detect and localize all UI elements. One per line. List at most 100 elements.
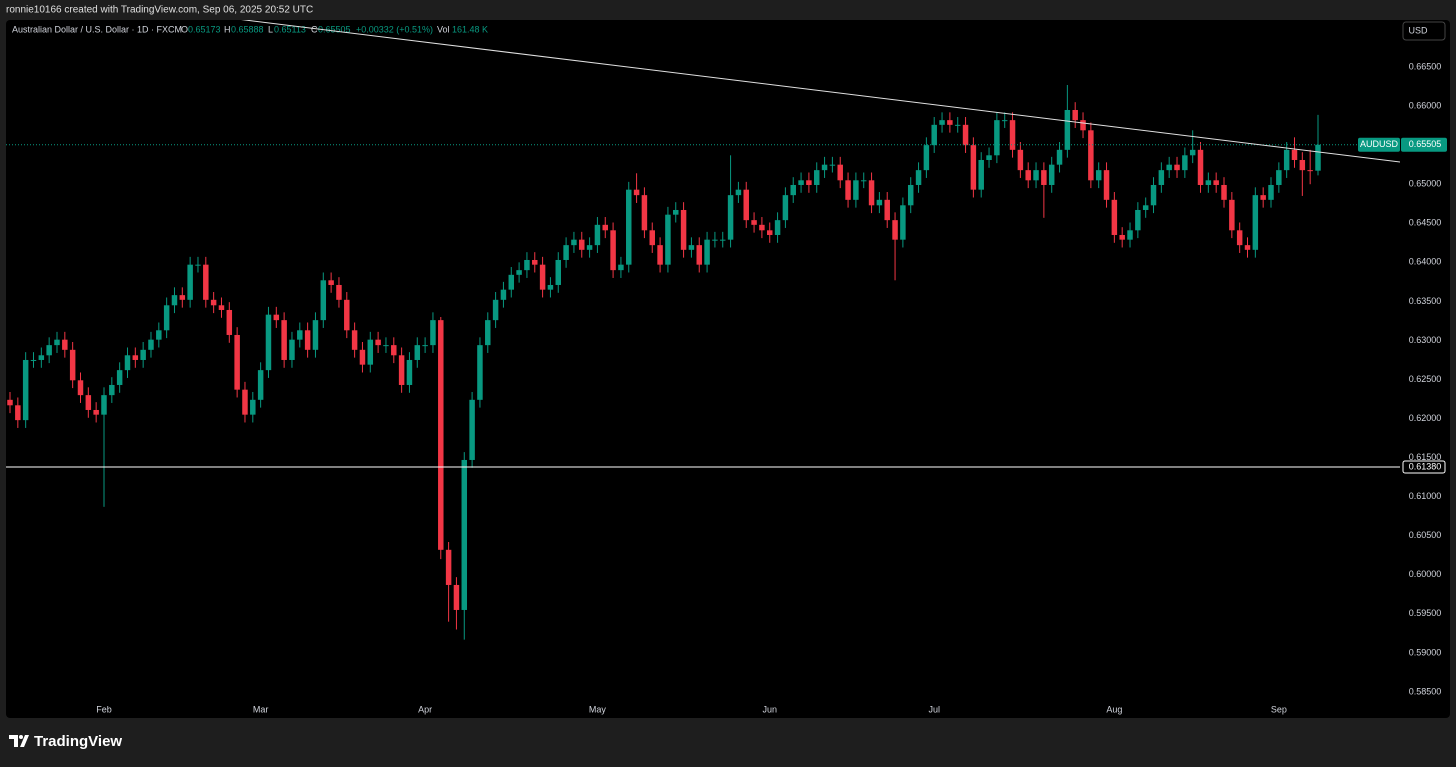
candle-body [1205, 180, 1212, 185]
candle-body [336, 284, 342, 300]
symbol-label: AUDUSD [1360, 139, 1399, 149]
candle-body [289, 339, 295, 360]
candle-body [759, 224, 765, 231]
candle-body [555, 259, 562, 285]
candle-body [798, 180, 804, 185]
currency-button[interactable] [1402, 21, 1446, 41]
candle-body [1072, 109, 1078, 121]
y-tick-label: 0.63000 [1409, 335, 1442, 345]
candle-body [445, 549, 452, 585]
candle-body [806, 180, 812, 185]
y-tick-label: 0.64500 [1409, 218, 1442, 228]
y-tick-label: 0.64000 [1409, 257, 1442, 267]
candle-body [978, 159, 984, 190]
candle-body [406, 359, 413, 385]
candle-body [524, 259, 530, 271]
volume-value: 161.48 K [452, 24, 488, 34]
close-label: C [311, 24, 318, 34]
candle-body [203, 264, 209, 300]
candle-body [15, 405, 21, 421]
candle-body [688, 245, 695, 250]
candle-body [970, 145, 977, 190]
candle-body [641, 195, 648, 231]
candle-body [547, 284, 554, 290]
candle-body [195, 264, 201, 266]
x-tick-label: May [589, 704, 607, 714]
candle-body [586, 245, 593, 250]
candle-body [171, 295, 178, 306]
candle-body [1009, 120, 1016, 150]
candle-body [187, 264, 193, 300]
y-tick-label: 0.62000 [1409, 413, 1442, 423]
candle-body [297, 330, 303, 340]
candle-body [790, 184, 796, 196]
x-tick-label: Sep [1271, 704, 1287, 714]
candle-body [156, 330, 162, 340]
candle-body [234, 334, 240, 390]
candle-body [116, 370, 123, 385]
candle-body [1025, 170, 1031, 181]
candle-body [242, 389, 248, 415]
x-tick-label: Jun [762, 704, 777, 714]
plot-area [6, 84, 1400, 640]
candle-body [461, 459, 468, 610]
candle-body [1189, 149, 1196, 156]
candle-body [500, 289, 507, 300]
candle-body [571, 239, 577, 246]
candle-body [649, 230, 655, 246]
candle-body [320, 280, 327, 321]
candle-body [367, 339, 374, 365]
currency-label[interactable]: USD [1408, 25, 1428, 35]
candle-body [218, 305, 225, 310]
candle-body [359, 349, 366, 365]
candle-body [954, 124, 961, 126]
candle-body [312, 320, 319, 350]
candle-body [829, 164, 836, 166]
candle-body [1307, 170, 1313, 172]
candle-body [657, 245, 663, 265]
candle-body [485, 320, 491, 346]
candle-body [673, 209, 679, 215]
candle-body [853, 180, 859, 200]
candle-body [720, 239, 726, 241]
trendline [241, 20, 1400, 163]
candle-body [1127, 230, 1133, 240]
candle-body [1197, 149, 1204, 185]
level-label: 0.61380 [1409, 461, 1442, 471]
candle-body [610, 230, 616, 271]
candle-body [124, 355, 131, 371]
candle-body [1236, 230, 1243, 246]
candle-body [477, 345, 483, 400]
candle-body [680, 209, 687, 250]
candle-body [900, 205, 906, 240]
candle-body [101, 395, 107, 415]
candle-body [931, 124, 937, 146]
candle-body [344, 299, 350, 331]
candle-body [618, 264, 624, 271]
candle-body [939, 120, 945, 125]
candle-body [947, 120, 953, 125]
x-tick-label: Mar [253, 704, 269, 714]
brand-logo-dot [19, 735, 23, 739]
candle-body [304, 330, 311, 350]
candle-body [782, 195, 789, 221]
candle-body [1299, 159, 1306, 171]
candle-body [132, 355, 139, 360]
candle-body [1213, 180, 1219, 185]
candle-body [77, 380, 84, 396]
candle-body [46, 345, 52, 356]
y-tick-label: 0.60500 [1409, 530, 1442, 540]
candle-body [1095, 170, 1102, 181]
candle-body [1291, 149, 1298, 160]
candle-body [563, 245, 569, 260]
candle-body [469, 399, 475, 460]
candle-body [845, 180, 851, 200]
y-tick-label: 0.61500 [1409, 452, 1442, 462]
candle-body [398, 355, 405, 385]
candle-body [532, 259, 538, 265]
x-tick-label: Jul [928, 704, 940, 714]
open-label: O [181, 24, 188, 34]
y-tick-label: 0.60000 [1409, 569, 1442, 579]
candle-body [375, 339, 381, 346]
